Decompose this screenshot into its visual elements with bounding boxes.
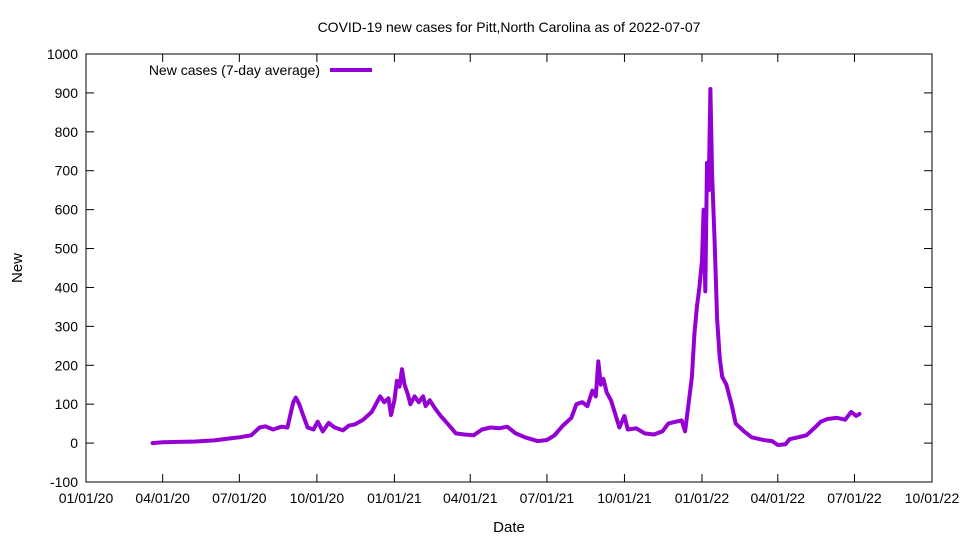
y-tick-label: 700 — [55, 163, 79, 179]
series-line-new-cases — [150, 87, 862, 447]
y-tick-label: 100 — [55, 396, 79, 412]
x-axis: 01/01/20 04/01/20 07/01/20 10/01/20 01/01/21… — [59, 54, 960, 506]
x-axis-label: Date — [493, 519, 525, 536]
y-axis: -100 0 100 200 300 400 500 600 700 800 900 1000 — [47, 46, 932, 490]
y-tick-label: 300 — [55, 318, 79, 334]
y-tick-label: 200 — [55, 357, 79, 373]
x-tick-label: 10/01/20 — [290, 490, 345, 506]
y-tick-label: 0 — [70, 435, 78, 451]
x-tick-label: 10/01/22 — [905, 490, 960, 506]
y-tick-label: 800 — [55, 124, 79, 140]
x-tick-label: 04/01/20 — [135, 490, 190, 506]
plot-frame — [85, 53, 933, 483]
x-tick-label: 07/01/22 — [827, 490, 882, 506]
y-tick-label: 500 — [55, 241, 79, 257]
x-tick-label: 07/01/21 — [520, 490, 575, 506]
x-tick-label: 04/01/22 — [751, 490, 806, 506]
y-tick-label: 900 — [55, 85, 79, 101]
x-tick-label: 07/01/20 — [212, 490, 267, 506]
y-tick-label: -100 — [50, 474, 78, 490]
x-tick-label: 01/01/22 — [675, 490, 730, 506]
x-tick-label: 10/01/21 — [597, 490, 652, 506]
y-axis-label: New — [9, 253, 26, 283]
x-tick-label: 01/01/21 — [367, 490, 422, 506]
x-tick-label: 04/01/21 — [443, 490, 498, 506]
chart-title: COVID-19 new cases for Pitt,North Caroli… — [318, 19, 701, 35]
y-tick-label: 400 — [55, 279, 79, 295]
x-tick-label: 01/01/20 — [59, 490, 114, 506]
y-tick-label: 1000 — [47, 46, 78, 62]
y-tick-label: 600 — [55, 202, 79, 218]
legend-label: New cases (7-day average) — [149, 62, 320, 78]
legend: New cases (7-day average) — [149, 62, 372, 78]
